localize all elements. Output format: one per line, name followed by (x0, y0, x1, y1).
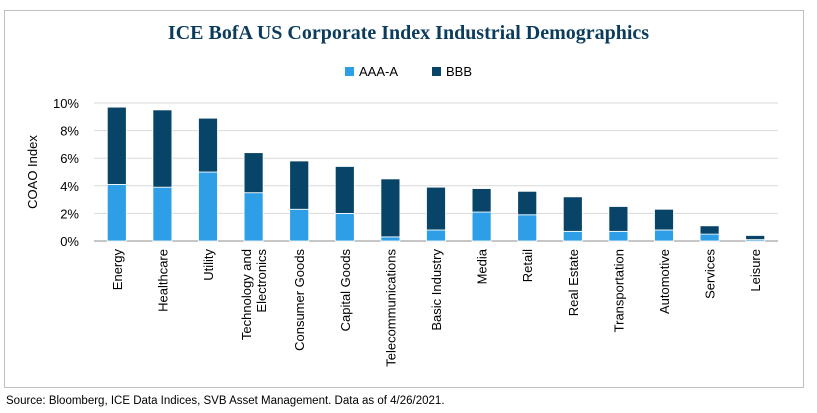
bar-bbb (289, 160, 310, 210)
bar-aaa-a (517, 214, 538, 242)
y-tick-label: 4% (60, 179, 79, 194)
chart-legend: AAA-A BBB (0, 64, 817, 79)
bar-aaa-a (699, 233, 720, 242)
bar-aaa-a (654, 229, 674, 242)
x-tick-label: Media (475, 248, 490, 284)
bar-bbb (426, 186, 446, 231)
bar-bbb (562, 196, 583, 232)
source-note: Source: Bloomberg, ICE Data Indices, SVB… (6, 395, 445, 407)
x-tick-label: Healthcare (155, 249, 170, 312)
legend-item-aaa-a: AAA-A (344, 64, 398, 79)
y-tick-label: 6% (60, 151, 79, 166)
legend-swatch-aaa-a (344, 67, 354, 76)
bar-bbb (152, 109, 173, 188)
x-tick-label: Transportation (611, 249, 626, 332)
bar-aaa-a (562, 230, 583, 242)
legend-label-bbb: BBB (446, 64, 473, 79)
bar-aaa-a (380, 236, 401, 242)
chart-plot: 0% 2% 4% 6% 8% 10% COAO Index Energy Healthcare U… (25, 96, 778, 367)
x-tick-label: Energy (110, 249, 125, 291)
bar-aaa-a (106, 184, 127, 242)
bar-bbb (699, 225, 720, 235)
x-tick-label: Utility (201, 249, 216, 281)
x-tick-label: Capital Goods (338, 249, 353, 332)
bar-bbb (334, 166, 355, 214)
x-tick-label: Services (703, 249, 718, 299)
chart-frame (4, 10, 804, 388)
bar-bbb (471, 188, 492, 213)
x-tick-label: Real Estate (566, 249, 581, 316)
bar-bbb (198, 117, 218, 173)
x-tick-label: Basic Industry (429, 249, 444, 331)
y-tick-label: 8% (60, 124, 79, 139)
legend-swatch-bbb (432, 67, 441, 76)
y-tick-label: 10% (53, 96, 79, 111)
legend-item-bbb: BBB (432, 64, 472, 79)
bar-aaa-a (152, 186, 173, 242)
bar-aaa-a (198, 171, 218, 242)
bar-aaa-a (608, 230, 629, 242)
bar-bbb (608, 206, 629, 232)
bar-aaa-a (334, 212, 355, 242)
bar-aaa-a (289, 208, 310, 242)
bar-aaa-a (471, 211, 492, 242)
bar-bbb (106, 106, 127, 185)
bar-bbb (380, 178, 401, 238)
bar-bbb (243, 152, 264, 194)
x-tick-label: Telecommunications (383, 249, 398, 367)
bar-bbb (654, 208, 674, 231)
x-tick-label: Technology and (239, 249, 254, 340)
legend-label-aaa-a: AAA-A (358, 64, 398, 79)
x-tick-label: Leisure (748, 249, 763, 292)
chart-title: ICE BofA US Corporate Index Industrial D… (167, 22, 650, 44)
x-tick-label: Automotive (657, 249, 672, 314)
y-axis-title: COAO Index (25, 135, 40, 209)
y-tick-label: 0% (60, 234, 79, 249)
bar-bbb (517, 190, 538, 216)
bar-aaa-a (426, 229, 446, 242)
x-tick-label: Consumer Goods (292, 249, 307, 351)
y-tick-label: 2% (60, 206, 79, 221)
x-tick-label: Retail (520, 249, 535, 282)
bar-aaa-a (243, 192, 264, 242)
bar-bbb (745, 235, 766, 241)
x-tick-label: Electronics (254, 249, 269, 313)
